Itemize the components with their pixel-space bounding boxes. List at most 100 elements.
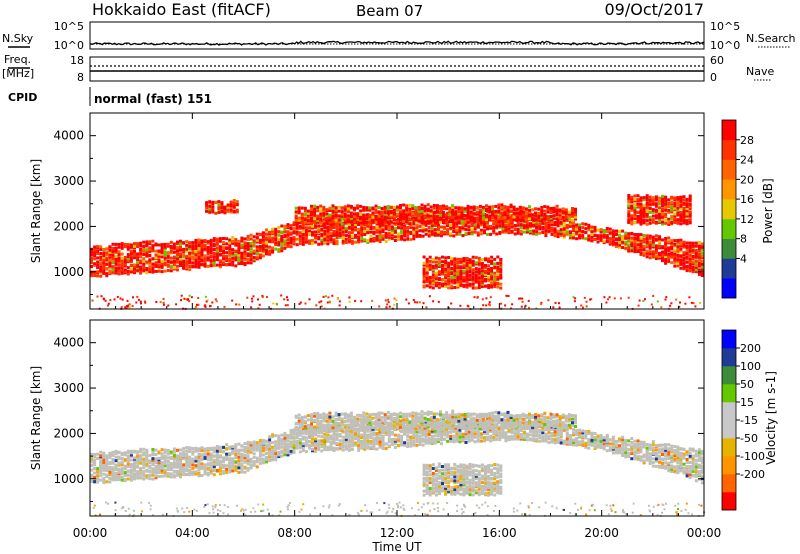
scatter-cell <box>139 244 143 248</box>
scatter-cell <box>441 260 444 264</box>
scatter-cell <box>289 428 293 432</box>
scatter-cell <box>126 299 129 302</box>
scatter-cell <box>448 220 452 224</box>
scatter-cell <box>329 447 333 451</box>
scatter-cell <box>422 267 426 271</box>
scatter-cell <box>474 256 478 260</box>
scatter-cell <box>215 468 219 472</box>
scatter-cell <box>163 472 167 476</box>
scatter-cell <box>433 224 437 227</box>
scatter-cell <box>444 281 448 285</box>
scatter-cell <box>206 256 210 260</box>
scatter-cell <box>402 214 406 218</box>
scatter-cell <box>540 209 544 213</box>
scatter-cell <box>507 227 511 231</box>
scatter-cell <box>359 214 363 218</box>
scatter-cell <box>381 437 385 441</box>
scatter-cell <box>700 254 704 258</box>
scatter-cell <box>477 269 481 273</box>
scatter-cell <box>593 225 597 229</box>
scatter-cell <box>639 206 643 210</box>
scatter-cell <box>484 284 487 288</box>
scatter-cell <box>535 217 539 220</box>
scatter-cell <box>466 216 470 220</box>
scatter-cell <box>298 441 302 445</box>
scatter-cell <box>191 247 195 251</box>
scatter-cell <box>471 275 475 279</box>
scatter-cell <box>676 245 680 249</box>
scatter-cell <box>231 260 235 264</box>
scatter-cell <box>452 234 456 238</box>
scatter-cell <box>555 211 559 214</box>
scatter-cell <box>139 259 143 263</box>
scatter-cell <box>645 222 649 226</box>
scatter-cell <box>518 205 522 209</box>
scatter-cell <box>648 250 652 254</box>
scatter-cell <box>462 266 466 269</box>
scatter-cell <box>630 204 634 208</box>
scatter-cell <box>323 225 327 229</box>
scatter-cell <box>191 460 195 464</box>
scatter-cell <box>255 441 259 445</box>
scatter-cell <box>154 261 158 265</box>
scatter-cell <box>540 219 544 223</box>
scatter-cell <box>574 217 577 221</box>
scatter-cell <box>323 440 327 443</box>
scatter-cell <box>237 248 241 252</box>
scatter-cell <box>559 233 563 237</box>
scatter-cell <box>654 251 658 255</box>
scatter-cell <box>550 232 554 236</box>
scatter-cell <box>611 232 615 236</box>
scatter-cell <box>182 241 186 245</box>
scatter-cell <box>380 210 384 214</box>
scatter-cell <box>462 259 466 263</box>
scatter-cell <box>258 244 262 248</box>
scatter-cell <box>323 425 327 429</box>
scatter-cell <box>568 224 572 228</box>
scatter-cell <box>393 303 396 306</box>
scatter-cell <box>250 306 253 309</box>
scatter-cell <box>166 456 170 460</box>
scatter-cell <box>258 443 262 447</box>
scatter-cell <box>587 237 591 241</box>
scatter-cell <box>148 246 152 250</box>
scatter-cell <box>228 244 232 248</box>
scatter-cell <box>335 239 339 243</box>
scatter-cell <box>357 432 361 436</box>
scatter-cell <box>528 214 531 218</box>
scatter-cell <box>471 286 475 290</box>
scatter-cell <box>697 240 701 244</box>
scatter-cell <box>429 209 433 213</box>
scatter-cell <box>102 466 106 469</box>
scatter-cell <box>182 457 186 461</box>
scatter-cell <box>120 478 124 482</box>
scatter-cell <box>324 295 327 298</box>
scatter-cell <box>133 242 136 246</box>
scatter-cell <box>534 207 538 211</box>
scatter-cell <box>507 230 511 234</box>
scatter-cell <box>484 257 487 261</box>
scatter-cell <box>434 283 438 287</box>
scatter-cell <box>481 208 485 212</box>
scatter-cell <box>654 202 658 206</box>
scatter-cell <box>145 459 149 463</box>
scatter-cell <box>102 261 106 265</box>
scatter-cell <box>249 446 253 450</box>
scatter-cell <box>651 245 655 249</box>
scatter-cell <box>160 259 164 263</box>
scatter-cell <box>673 242 677 246</box>
scatter-cell <box>347 426 351 430</box>
scatter-cell <box>481 218 485 222</box>
scatter-cell <box>271 435 275 439</box>
scatter-cell <box>332 446 336 450</box>
scatter-cell <box>218 252 222 256</box>
scatter-cell <box>513 228 517 231</box>
scatter-cell <box>238 303 241 306</box>
scatter-cell <box>497 203 501 207</box>
scatter-cell <box>357 446 361 449</box>
scatter-cell <box>463 214 467 217</box>
scatter-cell <box>255 256 259 260</box>
scatter-cell <box>441 255 444 259</box>
scatter-cell <box>274 451 278 455</box>
scatter-cell <box>405 215 409 219</box>
